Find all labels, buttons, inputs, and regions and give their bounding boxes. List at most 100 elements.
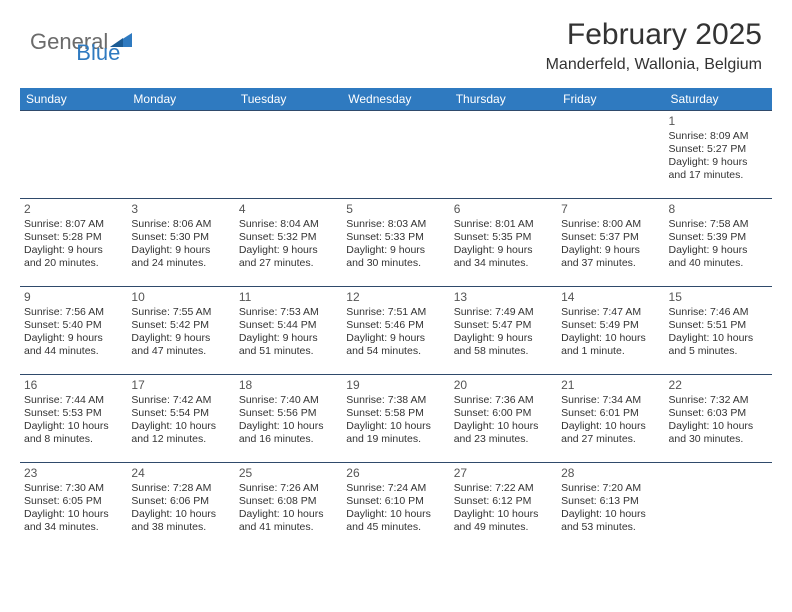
daylight-line: Daylight: 10 hours [669, 420, 768, 433]
day-number: 12 [346, 290, 445, 305]
daylight-line: Daylight: 9 hours [239, 244, 338, 257]
calendar-empty-cell [20, 111, 127, 199]
daylight-line: and 1 minute. [561, 345, 660, 358]
daylight-line: Daylight: 9 hours [239, 332, 338, 345]
daylight-line: and 27 minutes. [561, 433, 660, 446]
sunset-line: Sunset: 5:35 PM [454, 231, 553, 244]
day-number: 3 [131, 202, 230, 217]
sunrise-line: Sunrise: 7:32 AM [669, 394, 768, 407]
sunset-line: Sunset: 5:37 PM [561, 231, 660, 244]
daylight-line: and 12 minutes. [131, 433, 230, 446]
calendar-day-cell: 17Sunrise: 7:42 AMSunset: 5:54 PMDayligh… [127, 375, 234, 463]
day-number: 1 [669, 114, 768, 129]
calendar-day-cell: 14Sunrise: 7:47 AMSunset: 5:49 PMDayligh… [557, 287, 664, 375]
sunset-line: Sunset: 5:28 PM [24, 231, 123, 244]
sunset-line: Sunset: 5:56 PM [239, 407, 338, 420]
sunrise-line: Sunrise: 7:22 AM [454, 482, 553, 495]
calendar-day-cell: 10Sunrise: 7:55 AMSunset: 5:42 PMDayligh… [127, 287, 234, 375]
daylight-line: and 37 minutes. [561, 257, 660, 270]
day-number: 6 [454, 202, 553, 217]
sunset-line: Sunset: 5:47 PM [454, 319, 553, 332]
sunset-line: Sunset: 5:30 PM [131, 231, 230, 244]
daylight-line: and 38 minutes. [131, 521, 230, 534]
calendar-day-cell: 16Sunrise: 7:44 AMSunset: 5:53 PMDayligh… [20, 375, 127, 463]
daylight-line: Daylight: 9 hours [24, 332, 123, 345]
sunset-line: Sunset: 5:51 PM [669, 319, 768, 332]
sunrise-line: Sunrise: 8:01 AM [454, 218, 553, 231]
day-header: Tuesday [235, 88, 342, 111]
daylight-line: Daylight: 9 hours [454, 332, 553, 345]
day-number: 18 [239, 378, 338, 393]
sunset-line: Sunset: 6:10 PM [346, 495, 445, 508]
daylight-line: Daylight: 9 hours [669, 156, 768, 169]
day-number: 8 [669, 202, 768, 217]
day-number: 19 [346, 378, 445, 393]
day-header: Thursday [450, 88, 557, 111]
day-number: 14 [561, 290, 660, 305]
daylight-line: Daylight: 9 hours [346, 244, 445, 257]
calendar-day-cell: 18Sunrise: 7:40 AMSunset: 5:56 PMDayligh… [235, 375, 342, 463]
sunset-line: Sunset: 6:13 PM [561, 495, 660, 508]
calendar-day-cell: 9Sunrise: 7:56 AMSunset: 5:40 PMDaylight… [20, 287, 127, 375]
sunrise-line: Sunrise: 8:03 AM [346, 218, 445, 231]
calendar-table: Sunday Monday Tuesday Wednesday Thursday… [20, 88, 772, 551]
sunrise-line: Sunrise: 7:55 AM [131, 306, 230, 319]
sunrise-line: Sunrise: 7:58 AM [669, 218, 768, 231]
daylight-line: and 8 minutes. [24, 433, 123, 446]
calendar-week-row: 23Sunrise: 7:30 AMSunset: 6:05 PMDayligh… [20, 463, 772, 551]
calendar-empty-cell [235, 111, 342, 199]
day-header-row: Sunday Monday Tuesday Wednesday Thursday… [20, 88, 772, 111]
day-number: 17 [131, 378, 230, 393]
sunrise-line: Sunrise: 7:24 AM [346, 482, 445, 495]
day-number: 23 [24, 466, 123, 481]
daylight-line: and 53 minutes. [561, 521, 660, 534]
daylight-line: Daylight: 10 hours [561, 508, 660, 521]
day-number: 7 [561, 202, 660, 217]
sunrise-line: Sunrise: 7:34 AM [561, 394, 660, 407]
day-number: 11 [239, 290, 338, 305]
daylight-line: and 20 minutes. [24, 257, 123, 270]
calendar-empty-cell [342, 111, 449, 199]
sunset-line: Sunset: 5:58 PM [346, 407, 445, 420]
sunset-line: Sunset: 5:49 PM [561, 319, 660, 332]
calendar-day-cell: 25Sunrise: 7:26 AMSunset: 6:08 PMDayligh… [235, 463, 342, 551]
calendar-day-cell: 27Sunrise: 7:22 AMSunset: 6:12 PMDayligh… [450, 463, 557, 551]
day-number: 5 [346, 202, 445, 217]
sunset-line: Sunset: 5:40 PM [24, 319, 123, 332]
sunrise-line: Sunrise: 7:44 AM [24, 394, 123, 407]
sunrise-line: Sunrise: 8:07 AM [24, 218, 123, 231]
calendar-week-row: 16Sunrise: 7:44 AMSunset: 5:53 PMDayligh… [20, 375, 772, 463]
calendar-day-cell: 6Sunrise: 8:01 AMSunset: 5:35 PMDaylight… [450, 199, 557, 287]
calendar-day-cell: 2Sunrise: 8:07 AMSunset: 5:28 PMDaylight… [20, 199, 127, 287]
daylight-line: and 23 minutes. [454, 433, 553, 446]
sunset-line: Sunset: 5:53 PM [24, 407, 123, 420]
calendar-day-cell: 13Sunrise: 7:49 AMSunset: 5:47 PMDayligh… [450, 287, 557, 375]
daylight-line: Daylight: 9 hours [131, 244, 230, 257]
day-number: 22 [669, 378, 768, 393]
daylight-line: and 51 minutes. [239, 345, 338, 358]
location-subtitle: Manderfeld, Wallonia, Belgium [546, 56, 762, 74]
sunrise-line: Sunrise: 7:42 AM [131, 394, 230, 407]
calendar-week-row: 2Sunrise: 8:07 AMSunset: 5:28 PMDaylight… [20, 199, 772, 287]
daylight-line: Daylight: 10 hours [239, 420, 338, 433]
daylight-line: Daylight: 9 hours [131, 332, 230, 345]
daylight-line: and 30 minutes. [669, 433, 768, 446]
daylight-line: Daylight: 10 hours [454, 508, 553, 521]
daylight-line: Daylight: 9 hours [561, 244, 660, 257]
calendar-day-cell: 20Sunrise: 7:36 AMSunset: 6:00 PMDayligh… [450, 375, 557, 463]
sunset-line: Sunset: 5:42 PM [131, 319, 230, 332]
day-number: 27 [454, 466, 553, 481]
sunset-line: Sunset: 5:33 PM [346, 231, 445, 244]
day-header: Friday [557, 88, 664, 111]
sunrise-line: Sunrise: 8:00 AM [561, 218, 660, 231]
day-number: 15 [669, 290, 768, 305]
day-header: Monday [127, 88, 234, 111]
daylight-line: Daylight: 10 hours [239, 508, 338, 521]
daylight-line: and 34 minutes. [24, 521, 123, 534]
calendar-body: 1Sunrise: 8:09 AMSunset: 5:27 PMDaylight… [20, 111, 772, 551]
daylight-line: Daylight: 10 hours [24, 508, 123, 521]
month-title: February 2025 [546, 18, 762, 52]
calendar-day-cell: 22Sunrise: 7:32 AMSunset: 6:03 PMDayligh… [665, 375, 772, 463]
daylight-line: Daylight: 10 hours [346, 508, 445, 521]
day-header: Wednesday [342, 88, 449, 111]
